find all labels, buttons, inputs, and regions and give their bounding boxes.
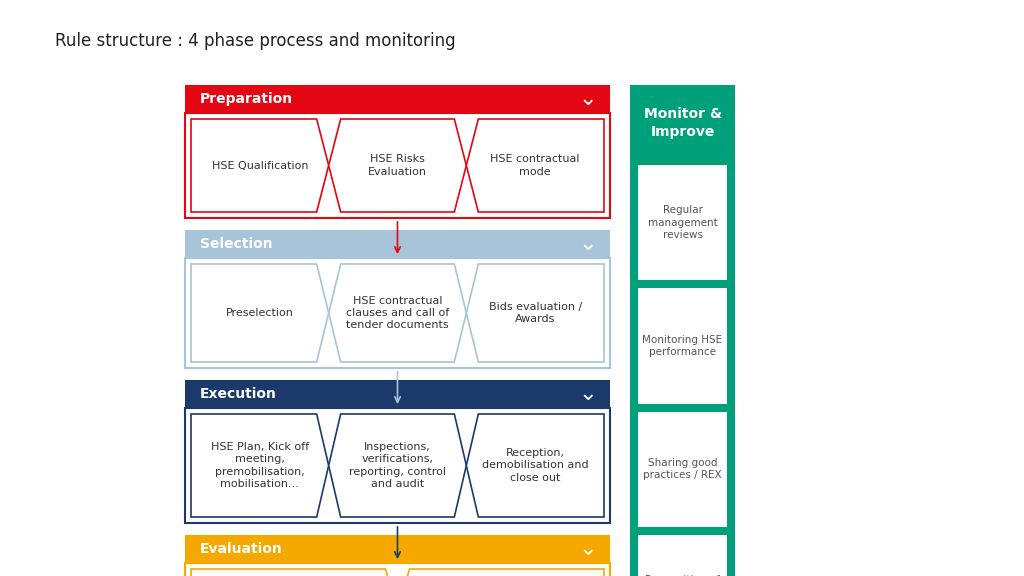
Bar xyxy=(185,535,610,563)
Polygon shape xyxy=(397,569,604,576)
Bar xyxy=(185,380,610,408)
Bar xyxy=(185,258,610,368)
Polygon shape xyxy=(329,414,466,517)
Bar xyxy=(185,85,610,113)
Text: HSE Plan, Kick off
meeting,
premobilisation,
mobilisation...: HSE Plan, Kick off meeting, premobilisat… xyxy=(211,442,309,489)
Text: Preparation: Preparation xyxy=(200,92,293,106)
Text: Preselection: Preselection xyxy=(226,308,294,318)
Polygon shape xyxy=(466,264,604,362)
Text: Rule structure : 4 phase process and monitoring: Rule structure : 4 phase process and mon… xyxy=(55,32,456,50)
Text: HSE Qualification: HSE Qualification xyxy=(212,161,308,170)
Text: Reception,
demobilisation and
close out: Reception, demobilisation and close out xyxy=(482,448,589,483)
Text: Execution: Execution xyxy=(200,387,276,401)
Bar xyxy=(185,230,610,258)
Text: HSE contractual
clauses and call of
tender documents: HSE contractual clauses and call of tend… xyxy=(346,295,450,331)
Text: Monitoring HSE
performance: Monitoring HSE performance xyxy=(642,335,723,357)
Bar xyxy=(638,535,727,576)
Text: Sharing good
practices / REX: Sharing good practices / REX xyxy=(643,458,722,480)
Bar xyxy=(185,408,610,523)
Polygon shape xyxy=(191,264,329,362)
Text: Recognition of
stand out HSE
performance: Recognition of stand out HSE performance xyxy=(645,575,720,576)
Bar xyxy=(638,288,727,404)
Text: Regular
management
reviews: Regular management reviews xyxy=(647,205,718,240)
Bar xyxy=(185,563,610,576)
Text: Selection: Selection xyxy=(200,237,272,251)
Polygon shape xyxy=(191,119,329,212)
Text: ⌄: ⌄ xyxy=(579,539,597,559)
Polygon shape xyxy=(329,119,466,212)
Text: Monitor &
Improve: Monitor & Improve xyxy=(643,107,722,139)
Polygon shape xyxy=(466,119,604,212)
Text: Inspections,
verifications,
reporting, control
and audit: Inspections, verifications, reporting, c… xyxy=(349,442,446,489)
Polygon shape xyxy=(329,264,466,362)
Text: Bids evaluation /
Awards: Bids evaluation / Awards xyxy=(488,302,582,324)
Polygon shape xyxy=(466,414,604,517)
Polygon shape xyxy=(191,569,397,576)
Bar xyxy=(185,113,610,218)
Text: HSE Risks
Evaluation: HSE Risks Evaluation xyxy=(368,154,427,177)
Text: ⌄: ⌄ xyxy=(579,384,597,404)
Text: ⌄: ⌄ xyxy=(579,234,597,254)
Polygon shape xyxy=(191,414,329,517)
Text: Evaluation: Evaluation xyxy=(200,542,283,556)
Text: ⌄: ⌄ xyxy=(579,89,597,109)
Bar xyxy=(630,85,735,576)
Bar xyxy=(638,411,727,526)
Bar xyxy=(638,165,727,281)
Text: HSE contractual
mode: HSE contractual mode xyxy=(490,154,580,177)
